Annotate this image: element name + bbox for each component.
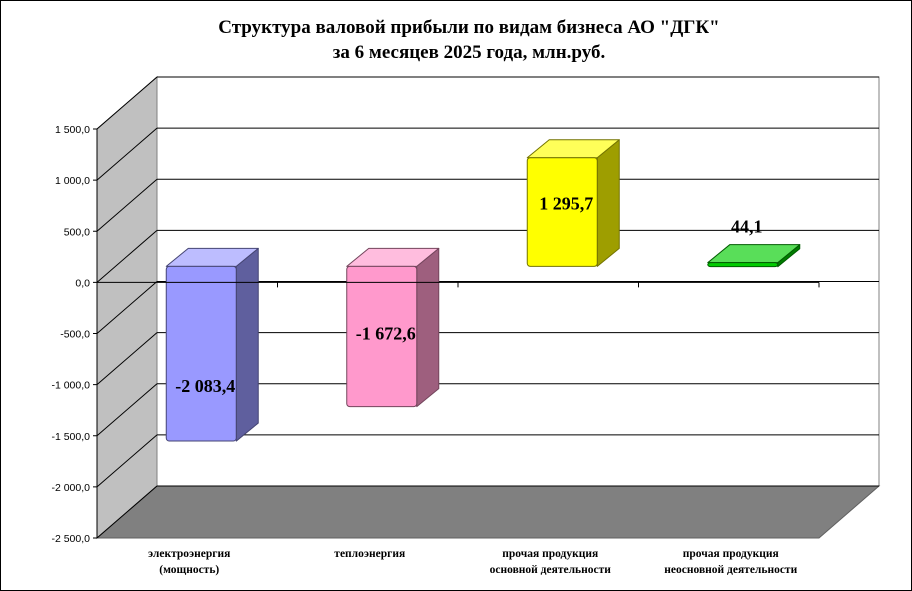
category-label: прочая продукция неосновной деятельности <box>664 548 797 576</box>
category-label: теплоэнергия <box>334 548 405 560</box>
category-label-line: основной деятельности <box>490 564 612 576</box>
category-label: электроэнергия (мощность) <box>148 548 230 576</box>
data-label: 1 295,7 <box>539 194 593 214</box>
y-tick-label: -2 000,0 <box>51 482 90 494</box>
bar <box>526 139 620 267</box>
category-label-line: электроэнергия <box>148 548 230 560</box>
y-tick-label: -1 500,0 <box>51 431 90 443</box>
bar-side <box>416 247 440 408</box>
bars <box>165 139 801 442</box>
category-label-line: прочая продукция <box>683 548 779 560</box>
data-label: -1 672,6 <box>356 323 416 343</box>
gridline-side <box>96 229 158 283</box>
floor <box>95 485 881 539</box>
y-tick-label: 1 500,0 <box>55 124 90 136</box>
chart-title-line-1: Структура валовой прибыли по видам бизне… <box>218 17 719 38</box>
gridlines <box>93 76 879 539</box>
bar <box>346 247 440 408</box>
data-label: -2 083,4 <box>175 376 235 396</box>
bar-front <box>707 262 779 268</box>
gridline-side <box>96 485 158 539</box>
category-label-line: теплоэнергия <box>334 548 405 560</box>
y-tick-label: 1 000,0 <box>55 175 90 187</box>
y-tick-label: -2 500,0 <box>51 533 90 545</box>
category-label-line: неосновной деятельности <box>664 564 797 576</box>
y-tick-label: -500,0 <box>60 329 90 341</box>
y-tick-label: 500,0 <box>64 226 90 238</box>
category-label: прочая продукция основной деятельности <box>490 548 612 576</box>
gridline-side <box>96 383 158 437</box>
gridline-side <box>96 332 158 386</box>
bar-front <box>165 265 237 442</box>
bar-side <box>235 247 259 442</box>
bar-front <box>526 157 598 267</box>
bar-front <box>346 265 418 408</box>
bar <box>707 244 801 268</box>
bar-side <box>596 139 620 267</box>
gridline-side <box>96 281 158 334</box>
gridline-side <box>96 178 158 232</box>
gridline-side <box>96 434 158 488</box>
data-label: 44,1 <box>731 217 763 237</box>
gridline-side <box>96 76 158 130</box>
axes: 1 500,0 1 000,0 500,0 0,0 -500,0 -1 000,0 -1 5… <box>51 124 820 576</box>
y-tick-label: -1 000,0 <box>51 380 90 392</box>
category-label-line: (мощность) <box>159 564 219 576</box>
data-labels: -2 083,4 -1 672,6 1 295,7 44,1 <box>175 194 762 396</box>
bar <box>165 247 259 442</box>
chart-title-line-2: за 6 месяцев 2025 года, млн.руб. <box>333 42 605 63</box>
gridline-side <box>96 127 158 181</box>
y-tick-label: 0,0 <box>75 277 90 289</box>
category-label-line: прочая продукция <box>502 548 598 560</box>
